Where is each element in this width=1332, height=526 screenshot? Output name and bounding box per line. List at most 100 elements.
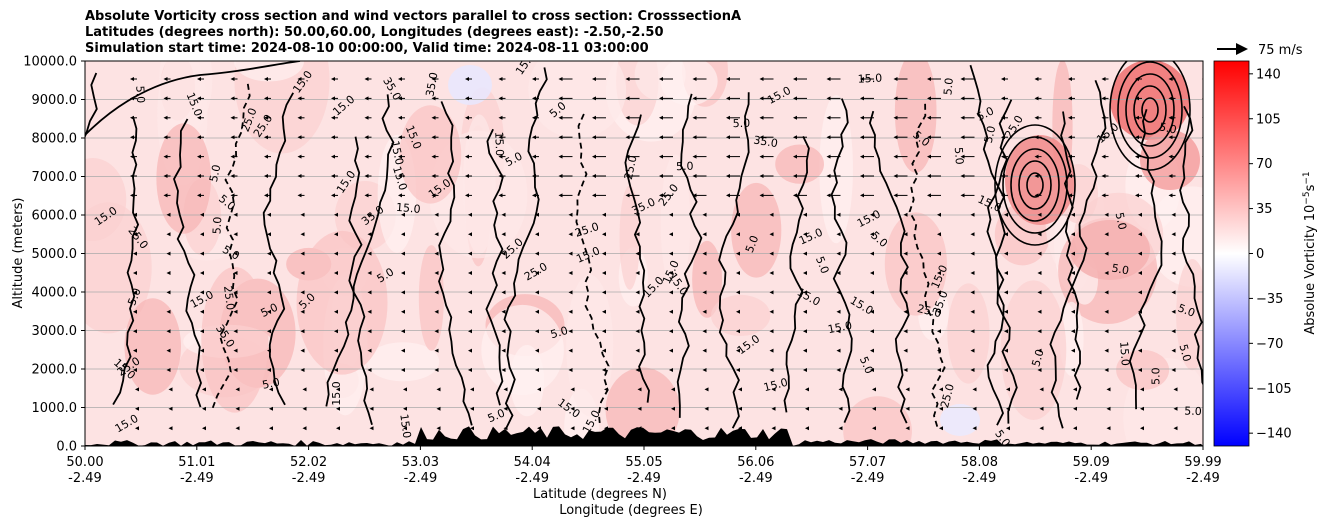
wind-arrow: [1071, 368, 1075, 372]
wind-arrow: [927, 174, 931, 178]
wind-arrow: [202, 387, 206, 392]
wind-arrow: [669, 309, 673, 314]
wind-arrow: [269, 387, 273, 392]
wind-arrow: [736, 290, 740, 295]
wind-arrow: [803, 271, 807, 275]
wind-arrow: [870, 271, 874, 275]
wind-arrow: [367, 309, 372, 314]
contour-line: [1128, 108, 1163, 410]
wind-arrow: [759, 174, 764, 178]
contour-ring: [1125, 73, 1175, 147]
contour-label: 15.0: [827, 319, 854, 336]
wind-arrow: [133, 290, 137, 295]
x-tick-label-lon: -2.49: [739, 471, 773, 486]
wind-arrow: [498, 193, 503, 198]
vorticity-patch-strong: [940, 404, 980, 436]
contour-label: 5.0: [743, 234, 761, 255]
wind-arrow: [1037, 309, 1042, 314]
wind-arrow: [659, 77, 663, 81]
wind-arrow: [1106, 406, 1111, 411]
contour-label: 5.0: [125, 286, 143, 307]
wind-arrow: [870, 348, 874, 353]
wind-arrow: [1037, 348, 1042, 353]
wind-arrow: [1168, 174, 1173, 178]
wind-arrow: [501, 368, 506, 372]
colorbar-label-unit-exponent: −1: [1302, 171, 1312, 184]
wind-arrow: [1101, 77, 1106, 81]
wind-arrow: [334, 309, 338, 314]
contour-label: 5.0: [549, 324, 569, 341]
wind-arrow: [334, 212, 338, 217]
wind-arrow: [704, 406, 709, 411]
wind-arrow: [568, 329, 573, 334]
contour-label: 15.0: [396, 201, 422, 216]
wind-arrow: [905, 387, 910, 392]
wind-arrow: [1205, 310, 1209, 314]
wind-arrow: [230, 154, 235, 159]
wind-arrow: [334, 251, 338, 256]
wind-arrow: [558, 77, 563, 81]
wind-arrow: [803, 232, 807, 237]
wind-arrow: [702, 329, 707, 334]
contour-label: 15.0: [397, 413, 413, 439]
wind-arrow: [1173, 387, 1178, 392]
wind-arrow: [692, 115, 697, 120]
wind-arrow: [759, 193, 764, 198]
wind-arrow: [1034, 193, 1039, 198]
contour-ring: [994, 124, 1076, 246]
wind-arrow: [602, 368, 606, 372]
wind-arrow: [470, 426, 474, 431]
wind-arrow: [503, 426, 508, 431]
wind-arrow: [970, 271, 975, 275]
wind-arrow: [230, 135, 235, 140]
vorticity-patch: [234, 61, 330, 154]
wind-arrow: [537, 387, 541, 392]
wind-arrow: [927, 77, 931, 81]
wind-arrow: [398, 115, 402, 120]
wind-arrow: [297, 96, 302, 101]
wind-arrow: [771, 426, 776, 431]
contour-line: [348, 136, 373, 425]
wind-arrow: [1101, 193, 1106, 198]
wind-arrow: [970, 232, 975, 237]
wind-arrow: [1004, 329, 1008, 334]
y-axis: 0.0 1000.0 2000.0 3000.0 4000.0 5000.0 6000.0 7…: [23, 55, 85, 455]
contour-ring: [1010, 148, 1060, 222]
contour-label: 25.0: [622, 154, 640, 181]
wind-arrow: [927, 193, 931, 198]
wind-arrow: [860, 193, 864, 198]
wind-arrow: [200, 251, 204, 256]
wind-arrow: [498, 135, 503, 140]
wind-arrow: [297, 115, 302, 120]
wind-arrow: [793, 96, 797, 101]
wind-arrow: [434, 348, 439, 353]
wind-arrow: [1171, 348, 1176, 353]
wind-arrow: [793, 115, 797, 120]
wind-arrow: [498, 77, 503, 81]
wind-arrow: [637, 387, 642, 392]
wind-arrow: [1034, 115, 1039, 120]
wind-arrow: [903, 309, 908, 314]
wind-arrow: [759, 77, 764, 81]
wind-arrow: [671, 426, 675, 431]
wind-arrow: [838, 426, 843, 431]
x-tick-label-lon: -2.49: [963, 471, 997, 486]
wind-arrow: [558, 96, 563, 101]
wind-arrow: [659, 96, 663, 101]
wind-arrow: [398, 135, 402, 140]
wind-arrow: [769, 348, 774, 353]
contour-label: 5.0: [1158, 120, 1178, 136]
wind-arrow: [726, 115, 730, 120]
wind-arrow: [135, 406, 139, 411]
contour-line: [503, 67, 548, 428]
wind-arrow: [872, 406, 876, 411]
wind-arrow: [197, 174, 201, 178]
x-tick-label-lon: -2.49: [1186, 471, 1220, 486]
contour-line: [85, 72, 98, 139]
x-tick-label-lat: 54.04: [514, 455, 551, 470]
wind-arrow: [468, 348, 472, 353]
wind-arrow: [300, 368, 305, 372]
wind-arrow: [297, 154, 302, 159]
wind-arrow: [702, 348, 707, 353]
x-axis-label-latitude: Latitude (degrees N): [533, 487, 667, 502]
